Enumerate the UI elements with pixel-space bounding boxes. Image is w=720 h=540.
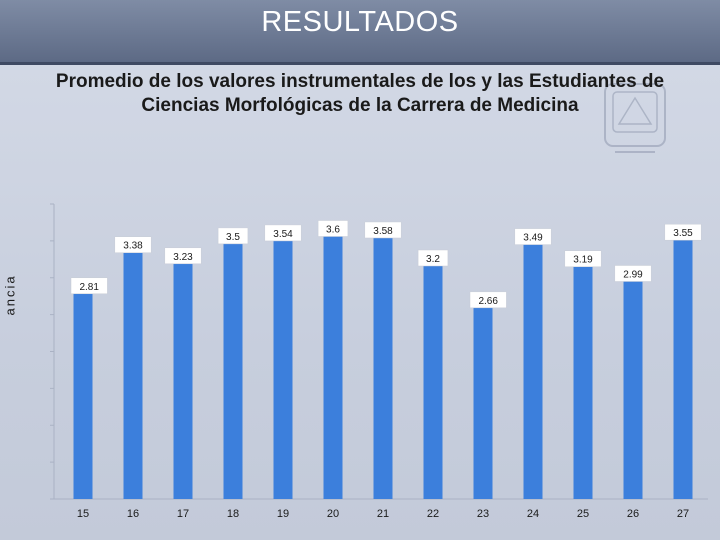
x-tick-label: 20 — [327, 508, 339, 520]
slide-background — [0, 65, 720, 540]
slide-header: RESULTADOS — [0, 0, 720, 65]
data-label: 3.38 — [123, 241, 143, 252]
slide-heading: RESULTADOS — [261, 6, 459, 38]
bar — [573, 263, 593, 499]
data-label-box — [564, 250, 602, 267]
chart-title-line-2: Ciencias Morfológicas de la Carrera de M… — [141, 95, 579, 116]
x-tick-label: 26 — [627, 508, 639, 520]
data-label: 2.66 — [478, 296, 498, 307]
data-label: 3.6 — [326, 225, 340, 236]
data-label-box — [514, 228, 552, 245]
data-label-box — [614, 265, 652, 282]
data-label: 3.58 — [373, 226, 393, 237]
x-tick-label: 23 — [477, 508, 489, 520]
data-label-box — [317, 220, 349, 237]
x-tick-label: 19 — [277, 508, 289, 520]
x-tick-label: 18 — [227, 508, 239, 520]
data-label: 2.99 — [623, 269, 643, 280]
x-tick-label: 25 — [577, 508, 589, 520]
data-label: 3.5 — [226, 232, 240, 243]
data-label: 3.23 — [173, 252, 193, 263]
data-label-box — [469, 291, 507, 309]
seal-watermark-icon — [604, 83, 666, 153]
bar — [473, 302, 493, 499]
data-label: 3.55 — [673, 228, 693, 239]
x-tick-label: 21 — [377, 508, 389, 520]
x-tick-label: 24 — [527, 508, 539, 520]
bar — [623, 278, 643, 499]
chart-title: Promedio de los valores instrumentales d… — [20, 70, 700, 118]
data-label-box — [264, 224, 302, 242]
data-label-box — [364, 221, 402, 239]
x-tick-label: 27 — [677, 508, 689, 520]
data-label: 3.2 — [426, 254, 440, 265]
data-label: 3.49 — [523, 233, 543, 244]
chart-title-line-1: Promedio de los valores instrumentales d… — [55, 71, 665, 92]
bar — [423, 263, 443, 499]
x-tick-label: 17 — [177, 508, 189, 520]
bar — [673, 237, 693, 499]
data-label: 3.19 — [573, 255, 593, 266]
data-label-box — [164, 247, 202, 265]
x-tick-label: 22 — [427, 508, 439, 520]
bar — [223, 240, 243, 499]
data-label: 2.81 — [79, 282, 99, 293]
data-label-box — [114, 236, 152, 253]
bar — [123, 249, 143, 499]
data-label-box — [417, 249, 449, 267]
bar — [373, 234, 393, 499]
bar — [73, 291, 93, 499]
bar — [323, 233, 343, 499]
data-label: 3.54 — [273, 229, 293, 240]
bar — [523, 241, 543, 500]
x-tick-label: 15 — [77, 508, 89, 520]
x-tick-label: 16 — [127, 508, 139, 520]
bar — [173, 260, 193, 499]
bar — [273, 237, 293, 500]
data-label-box — [217, 227, 249, 245]
data-label-box — [70, 277, 108, 295]
data-label-box — [664, 223, 702, 241]
